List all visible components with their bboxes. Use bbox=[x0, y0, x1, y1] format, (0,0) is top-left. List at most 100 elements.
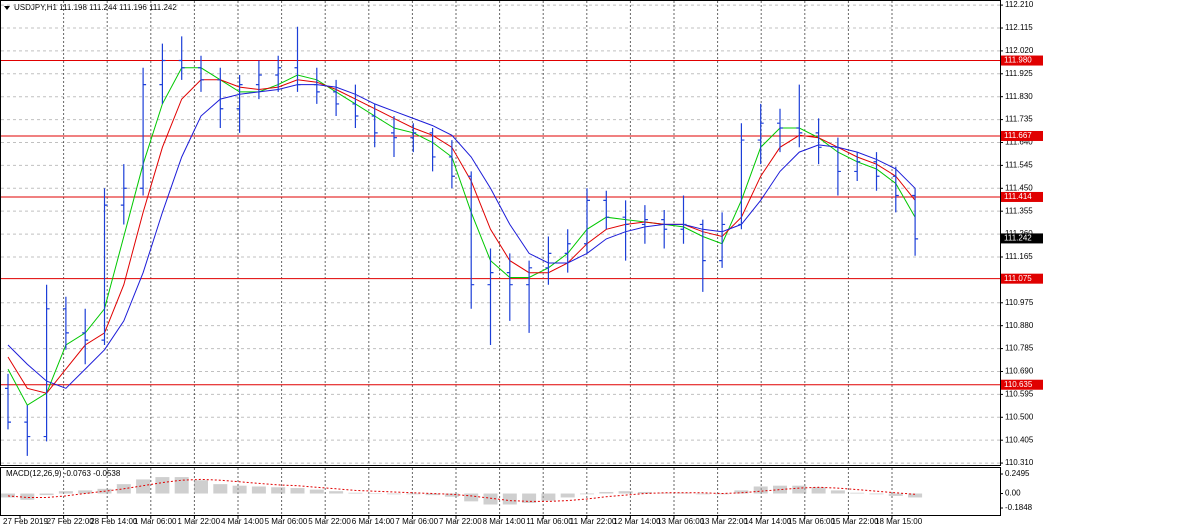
ohlc-bar bbox=[429, 128, 436, 172]
y-tick-label: 112.020 bbox=[1005, 46, 1034, 55]
macd-histogram-bar bbox=[194, 480, 208, 494]
chart-title: USDJPY,H1 111.198 111.244 111.196 111.24… bbox=[14, 3, 177, 12]
moving-average bbox=[7, 67, 916, 406]
macd-histogram-bar bbox=[637, 491, 652, 494]
x-tick-label: 12 Mar 14:00 bbox=[613, 517, 661, 526]
ohlc-bar bbox=[854, 152, 861, 182]
y-tick-label: 110.595 bbox=[1005, 389, 1034, 398]
y-tick-label: 110.880 bbox=[1005, 321, 1034, 330]
y-tick-label: 111.925 bbox=[1005, 69, 1033, 78]
ohlc-bar bbox=[120, 164, 127, 225]
ohlc-bar bbox=[584, 188, 590, 254]
x-tick-label: 14 Mar 14:00 bbox=[744, 517, 792, 526]
y-tick-label: 110.500 bbox=[1005, 412, 1034, 421]
macd-histogram-bar bbox=[39, 493, 54, 496]
ohlc-bar bbox=[159, 43, 166, 104]
ohlc-bar bbox=[699, 219, 706, 292]
indicator-y-tick-label: 0.00 bbox=[1005, 489, 1021, 498]
ohlc-bar bbox=[506, 253, 513, 321]
menu-arrow bbox=[4, 6, 10, 10]
ohlc-bar bbox=[564, 229, 571, 273]
x-tick-label: 27 Feb 2019 bbox=[3, 517, 48, 526]
ohlc-bar bbox=[140, 67, 147, 196]
ohlc-bar bbox=[487, 248, 494, 345]
x-tick-label: 7 Mar 22:00 bbox=[439, 517, 482, 526]
y-tick-label: 110.975 bbox=[1005, 298, 1034, 307]
ohlc-bar bbox=[217, 67, 224, 129]
ohlc-bar bbox=[680, 195, 687, 244]
macd-histogram-bar bbox=[213, 484, 228, 494]
y-tick-label: 110.310 bbox=[1005, 458, 1034, 467]
macd-histogram-bar bbox=[425, 493, 440, 496]
ohlc-bar bbox=[892, 166, 899, 213]
level-label: 111.667 bbox=[1004, 131, 1032, 140]
macd-histogram-bar bbox=[78, 490, 93, 494]
macd-histogram-bar bbox=[888, 493, 903, 496]
macd-histogram-bar bbox=[136, 479, 151, 494]
level-label-box bbox=[1001, 379, 1043, 390]
ohlc-bar bbox=[352, 84, 359, 129]
ohlc-bar bbox=[448, 140, 455, 189]
level-label: 111.414 bbox=[1004, 192, 1032, 201]
macd-histogram-bar bbox=[753, 486, 768, 494]
macd-histogram-bar bbox=[773, 485, 787, 494]
ohlc-bar bbox=[5, 373, 11, 430]
macd-histogram-bar bbox=[483, 493, 498, 505]
macd-histogram-bar bbox=[541, 493, 556, 501]
macd-histogram-bar bbox=[657, 492, 672, 494]
indicator-y-tick-label: -0.1848 bbox=[1005, 503, 1033, 512]
ohlc-bar bbox=[333, 79, 340, 116]
ohlc-bar bbox=[24, 405, 31, 456]
macd-histogram-bar bbox=[251, 486, 266, 494]
ohlc-bar bbox=[719, 212, 726, 268]
level-label-box bbox=[1001, 191, 1043, 202]
macd-histogram-bar bbox=[580, 493, 594, 495]
x-tick-label: 6 Mar 14:00 bbox=[352, 517, 395, 526]
ohlc-bar bbox=[796, 84, 803, 148]
macd-histogram-bar bbox=[830, 490, 845, 494]
current-price-label: 111.242 bbox=[1004, 234, 1032, 243]
ohlc-bar bbox=[391, 115, 397, 157]
macd-histogram-bar bbox=[348, 492, 363, 494]
ohlc-bar bbox=[526, 260, 533, 333]
y-tick-label: 110.785 bbox=[1005, 344, 1034, 353]
y-tick-label: 111.450 bbox=[1005, 183, 1033, 192]
macd-histogram-bar bbox=[792, 485, 807, 494]
x-tick-label: 15 Mar 22:00 bbox=[831, 517, 879, 526]
macd-histogram-bar bbox=[522, 493, 537, 503]
macd-histogram-bar bbox=[599, 491, 614, 494]
x-tick-label: 1 Mar 06:00 bbox=[134, 517, 177, 526]
macd-histogram-bar bbox=[271, 487, 286, 494]
macd-histogram-bar bbox=[20, 493, 35, 500]
macd-histogram-bar bbox=[869, 493, 884, 495]
indicator-y-tick-label: 0.2495 bbox=[1005, 469, 1030, 478]
level-label: 111.980 bbox=[1004, 56, 1032, 65]
macd-histogram-bar bbox=[58, 491, 73, 494]
macd-histogram-bar bbox=[232, 485, 247, 494]
ohlc-bar bbox=[815, 118, 822, 165]
macd-histogram-bar bbox=[618, 491, 633, 494]
current-price-box bbox=[1001, 233, 1043, 244]
y-tick-label: 111.165 bbox=[1005, 252, 1033, 261]
level-label-box bbox=[1001, 130, 1043, 141]
macd-histogram-bar bbox=[387, 493, 401, 495]
macd-histogram-bar bbox=[502, 493, 517, 505]
macd-histogram-bar bbox=[329, 491, 344, 494]
macd-histogram-bar bbox=[560, 493, 575, 498]
moving-average bbox=[7, 79, 916, 394]
level-label-box bbox=[1001, 273, 1043, 284]
ohlc-bar bbox=[545, 236, 552, 285]
ohlc-bar bbox=[410, 123, 417, 153]
y-tick-label: 111.545 bbox=[1005, 160, 1033, 169]
moving-average bbox=[7, 84, 916, 389]
level-label: 111.075 bbox=[1004, 274, 1032, 283]
y-tick-label: 110.690 bbox=[1005, 367, 1034, 376]
ohlc-bar bbox=[82, 308, 89, 365]
y-tick-label: 111.735 bbox=[1005, 115, 1033, 124]
y-tick-label: 112.115 bbox=[1005, 23, 1033, 32]
x-tick-label: 7 Mar 06:00 bbox=[395, 517, 438, 526]
ohlc-bar bbox=[641, 205, 648, 244]
main-panel bbox=[0, 0, 1001, 466]
level-label-box bbox=[1001, 55, 1043, 66]
